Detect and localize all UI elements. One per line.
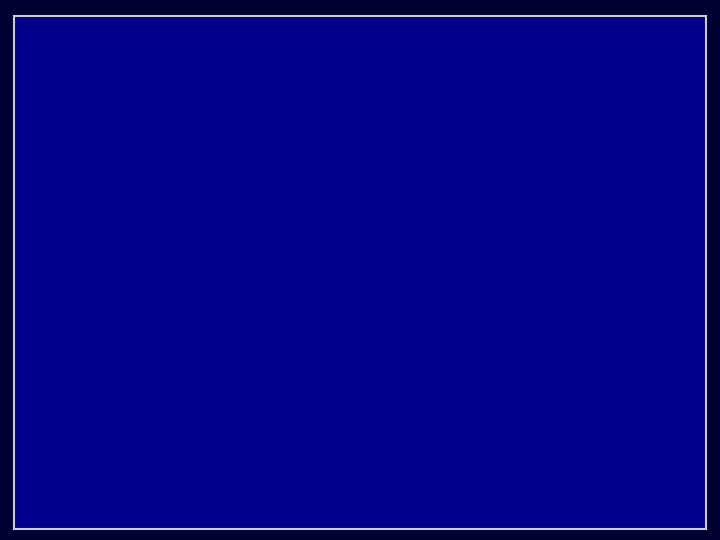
Text: Physics 1501: Lecture 31, Pg 35: Physics 1501: Lecture 31, Pg 35 [498,514,698,526]
Text: 1/2: 1/2 [185,371,203,381]
Text: Act 5: Act 5 [360,42,447,71]
FancyBboxPatch shape [396,228,612,274]
Text: /Q: /Q [168,367,185,382]
Text: a) 3/2: a) 3/2 [94,434,152,452]
Text: Consider again the 1 inch diameter pipe and the 1/2 inch
diameter pipe.: Consider again the 1 inch diameter pipe … [72,122,492,154]
Text: L/2: L/2 [189,190,215,205]
Text: meter of pipe is the same in the two cases?: meter of pipe is the same in the two cas… [50,402,410,417]
Text: b) 2: b) 2 [324,434,364,452]
Text: L/2: L/2 [491,184,517,198]
Text: is: is [208,332,220,347]
Text: Viscous flow: Viscous flow [253,69,467,98]
Text: 1: 1 [160,371,167,381]
Text: c) 4: c) 4 [526,434,563,452]
Text: 1)  Given that water: 1) Given that water [50,332,210,347]
Text: l: l [50,122,54,136]
Text: viscous, what is the ratio of the flow: viscous, what is the ratio of the flow [223,332,505,347]
FancyBboxPatch shape [94,235,310,305]
Text: rates, Q: rates, Q [50,367,136,382]
Text: Lecture 31: Lecture 31 [166,42,360,71]
Text: , in pipes of these sizes if the pressure drop per: , in pipes of these sizes if the pressur… [202,367,568,382]
